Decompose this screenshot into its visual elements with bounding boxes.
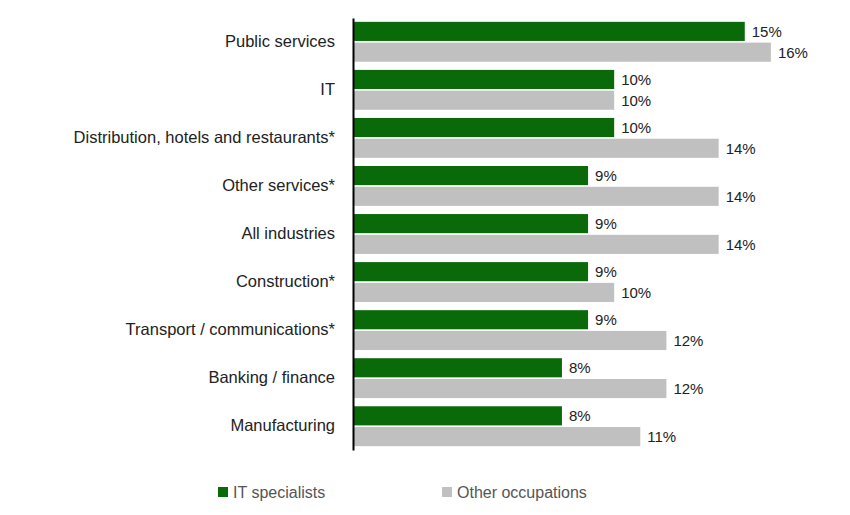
bar <box>353 139 719 158</box>
bar <box>353 214 588 233</box>
tick-label: Public services <box>225 32 335 50</box>
tick-label: Distribution, hotels and restaurants* <box>74 128 336 146</box>
data-label: 12% <box>673 332 703 349</box>
data-label: 14% <box>726 236 756 253</box>
data-label: 10% <box>621 71 651 88</box>
bar <box>353 91 614 110</box>
bar <box>353 166 588 185</box>
category-axis: Public services IT Distribution, hotels an… <box>74 19 354 451</box>
chart: 15%10%10%9%9%9%9%8%8%16%10%14%14%14%10%1… <box>0 0 850 515</box>
bar <box>353 427 640 446</box>
tick: IT <box>320 80 335 98</box>
axis-line <box>353 19 355 451</box>
bar <box>353 358 562 377</box>
legend: IT specialists Other occupations <box>218 484 587 501</box>
bar <box>353 310 588 329</box>
legend-swatch <box>442 487 452 497</box>
tick: Transport / communications* <box>126 320 336 338</box>
bars <box>353 22 771 446</box>
bar <box>353 331 666 350</box>
tick-label: All industries <box>241 224 335 242</box>
data-label: 14% <box>726 140 756 157</box>
tick: Distribution, hotels and restaurants* <box>74 128 336 146</box>
tick-label: Manufacturing <box>230 416 335 434</box>
tick-label: Banking / finance <box>208 368 335 386</box>
tick-label: Transport / communications* <box>126 320 336 338</box>
legend-label: Other occupations <box>457 484 587 501</box>
bar <box>353 283 614 302</box>
data-label: 11% <box>647 428 676 445</box>
data-label: 8% <box>569 359 591 376</box>
data-label: 9% <box>595 311 617 328</box>
tick: Banking / finance <box>208 368 335 386</box>
tick: Manufacturing <box>230 416 335 434</box>
tick: All industries <box>241 224 335 242</box>
bar <box>353 235 719 254</box>
data-label: 9% <box>595 263 617 280</box>
data-label: 16% <box>778 44 808 61</box>
bar <box>353 379 666 398</box>
tick: Public services <box>225 32 335 50</box>
data-label: 10% <box>621 284 651 301</box>
data-label: 10% <box>621 119 651 136</box>
data-label: 8% <box>569 407 591 424</box>
data-label: 9% <box>595 167 617 184</box>
tick: Construction* <box>236 272 336 290</box>
bar <box>353 118 614 137</box>
tick: Other services* <box>222 176 335 194</box>
tick-label: Other services* <box>222 176 335 194</box>
bar <box>353 43 771 62</box>
data-label: 14% <box>726 188 756 205</box>
bar <box>353 406 562 425</box>
legend-swatch <box>218 487 228 497</box>
bar <box>353 22 745 41</box>
tick-label: Construction* <box>236 272 336 290</box>
bar <box>353 262 588 281</box>
data-label: 10% <box>621 92 651 109</box>
tick-label: IT <box>320 80 335 98</box>
legend-label: IT specialists <box>233 484 325 501</box>
data-labels: 15%10%10%9%9%9%9%8%8%16%10%14%14%14%10%1… <box>569 23 808 445</box>
bar <box>353 187 719 206</box>
bar <box>353 70 614 89</box>
data-label: 15% <box>752 23 782 40</box>
data-label: 12% <box>673 380 703 397</box>
data-label: 9% <box>595 215 617 232</box>
